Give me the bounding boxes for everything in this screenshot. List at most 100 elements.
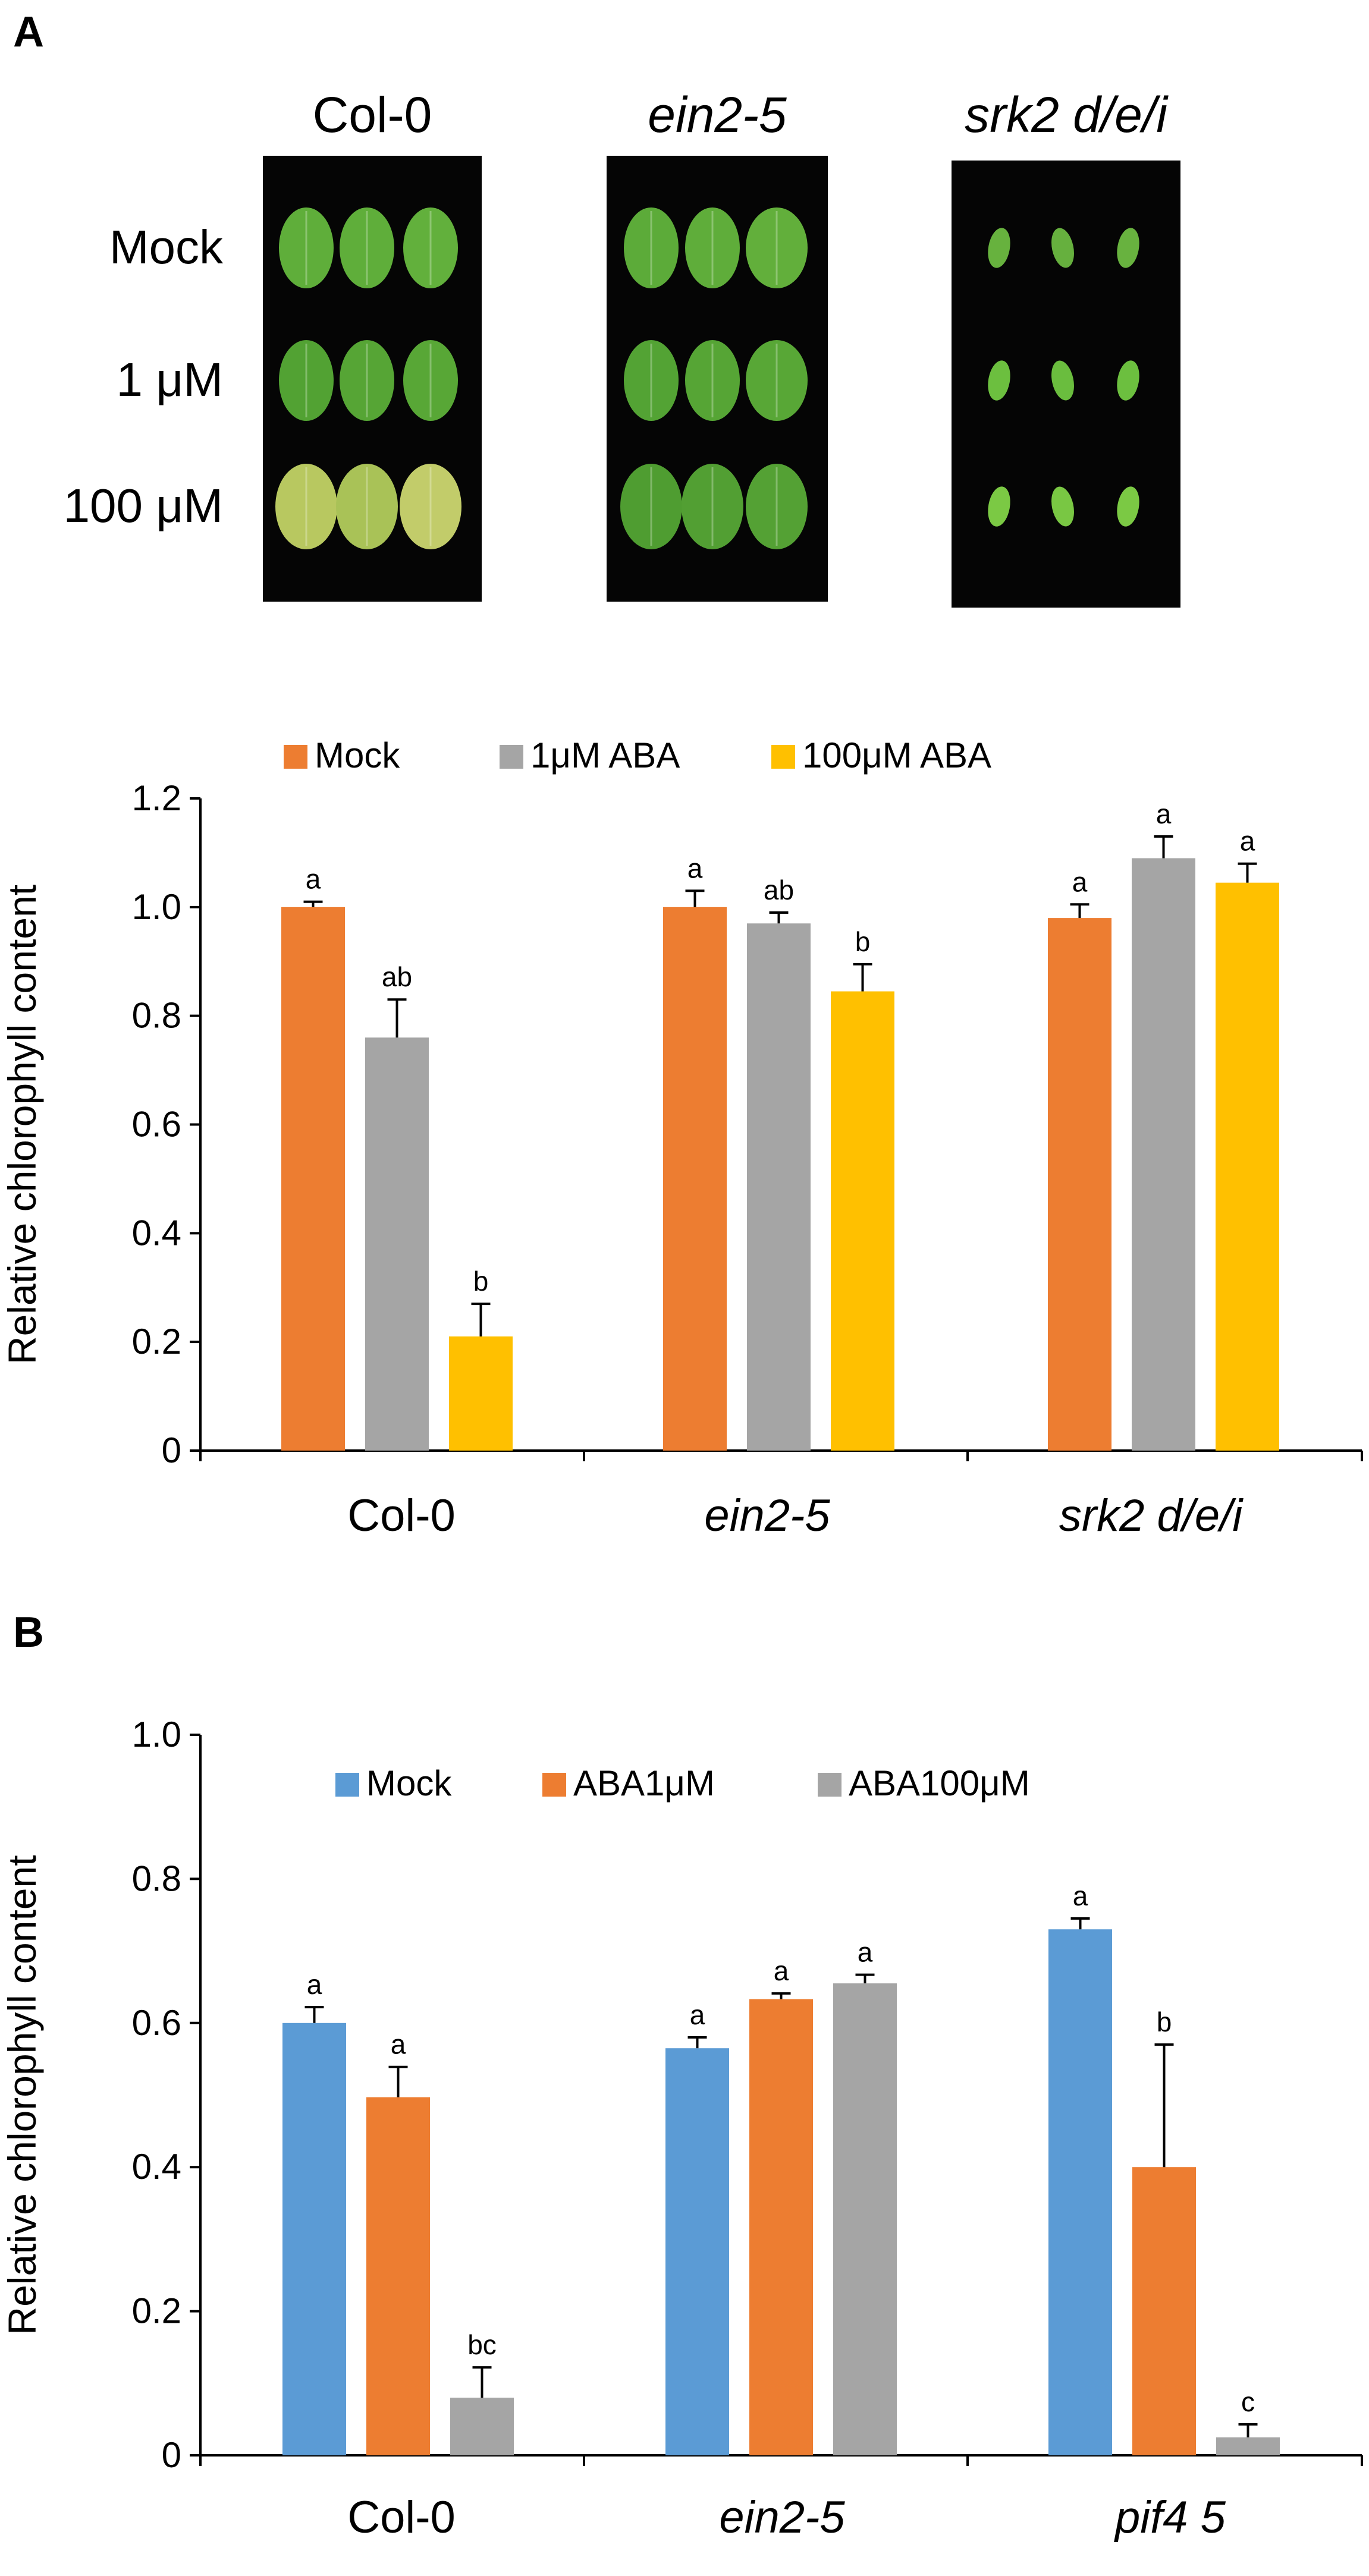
x-category-label: Col-0 [347,1490,456,1541]
photo-genotype-label: srk2 d/e/i [965,87,1169,143]
legend-label-aba100um: ABA100μM [849,1763,1030,1803]
significance-label-ein2-5-mock: a [690,1999,705,2030]
leaf [279,340,334,421]
legend-label-1um-aba: 1μM ABA [530,735,680,775]
legend-swatch-aba100um [818,1773,842,1797]
photo-row-label: 100 μM [64,479,223,532]
leaf [403,207,458,288]
leaf [400,464,461,549]
significance-label-col-0-100um-aba: b [473,1266,489,1297]
leaf [403,340,458,421]
x-category-label: pif4 5 [1114,2492,1226,2543]
leaf [988,486,1010,527]
photo-genotype-label: ein2-5 [648,87,787,143]
chart-a: 0 0.2 0.4 0.6 0.8 1.0 1.2 Relative chlorophyll … [0,735,1363,1541]
significance-label-srk2-d-e-i-100um-aba: a [1240,826,1255,857]
y-tick-label: 0.8 [132,996,181,1036]
leaf [340,207,394,288]
x-category-label: ein2-5 [719,2492,845,2543]
legend-swatch-1um-aba [500,745,523,769]
leaf [1051,486,1074,527]
leaf [624,207,679,288]
leaf [685,207,740,288]
bar-col-0-1um-aba [365,1037,429,1451]
leaf [988,228,1010,268]
legend-swatch-mock [335,1773,359,1797]
significance-label-ein2-5-100um-aba: b [855,926,871,957]
y-axis-title: Relative chlorophyll content [0,885,44,1364]
significance-label-pif4-5-aba1um: b [1157,2006,1172,2037]
significance-label-col-0-mock: a [306,864,321,895]
bar-col-0-100um-aba [449,1336,513,1451]
leaf [1117,486,1139,527]
leaf [988,360,1010,401]
significance-label-ein2-5-1um-aba: ab [764,875,794,905]
leaf [336,464,398,549]
y-tick-label: 1.0 [132,1715,181,1754]
y-tick-label: 0.2 [132,2291,181,2331]
y-tick-label: 0.6 [132,2003,181,2043]
bar-ein2-5-aba1um [749,1999,813,2455]
leaf [1051,228,1074,268]
leaf [1117,360,1139,401]
bar-ein2-5-mock [665,2048,729,2455]
legend-label-100um-aba: 100μM ABA [802,735,991,775]
leaf [682,464,743,549]
leaf [620,464,682,549]
leaf [624,340,679,421]
bar-col-0-mock [281,907,345,1451]
x-category-label: Col-0 [347,2492,456,2543]
leaf [746,340,808,421]
significance-label-ein2-5-mock: a [687,853,703,883]
legend-label-mock: Mock [366,1763,452,1803]
leaf [685,340,740,421]
significance-label-pif4-5-aba100um: c [1241,2386,1255,2417]
bar-col-0-mock [282,2023,346,2455]
bar-ein2-5-aba100um [833,1983,897,2455]
y-tick-label: 0 [162,1430,181,1470]
leaf [746,464,808,549]
significance-label-srk2-d-e-i-mock: a [1072,866,1088,897]
x-category-label: ein2-5 [704,1490,830,1541]
significance-label-pif4-5-mock: a [1073,1880,1088,1911]
significance-label-srk2-d-e-i-1um-aba: a [1156,798,1172,829]
bar-pif4-5-aba1um [1132,2167,1196,2455]
y-tick-label: 1.0 [132,887,181,927]
chart-b: 0 0.2 0.4 0.6 0.8 1.0 Relative chlorophyll con… [0,1715,1363,2543]
y-tick-label: 0.4 [132,1213,181,1253]
photo-genotype-label: Col-0 [313,87,432,143]
bar-srk2-d-e-i-mock [1048,918,1111,1451]
bar-srk2-d-e-i-1um-aba [1132,858,1195,1451]
panel-a-letter: A [13,8,44,56]
bar-ein2-5-100um-aba [831,991,894,1451]
leaf-photo-panel: Col-0 ein2-5 srk2 d/e/i Mock 1 μM 100 μM [64,87,1180,608]
significance-label-col-0-aba100um: bc [467,2329,497,2360]
significance-label-col-0-aba1um: a [391,2029,406,2060]
significance-label-ein2-5-aba1um: a [774,1955,789,1986]
photo-row-label: 1 μM [117,353,223,406]
bar-ein2-5-1um-aba [747,923,811,1451]
leaf [340,340,394,421]
y-tick-label: 0.6 [132,1105,181,1144]
y-tick-label: 0.2 [132,1322,181,1361]
photo-row-label: Mock [109,221,224,273]
y-tick-label: 0 [162,2435,181,2475]
panel-b-letter: B [13,1609,44,1656]
legend-swatch-mock [284,745,307,769]
leaf [1051,360,1074,401]
leaf [279,207,334,288]
legend-swatch-100um-aba [771,745,795,769]
x-category-label: srk2 d/e/i [1059,1490,1244,1541]
y-tick-label: 0.4 [132,2147,181,2187]
y-axis-title: Relative chlorophyll content [0,1855,44,2335]
y-tick-label: 0.8 [132,1858,181,1898]
y-tick-label: 1.2 [132,778,181,818]
bar-col-0-aba100um [450,2398,514,2455]
legend-label-mock: Mock [315,735,400,775]
bar-srk2-d-e-i-100um-aba [1216,882,1279,1451]
legend-swatch-aba1um [542,1773,566,1797]
legend-label-aba1um: ABA1μM [573,1763,715,1803]
bar-ein2-5-mock [663,907,727,1451]
leaf [1117,228,1139,268]
